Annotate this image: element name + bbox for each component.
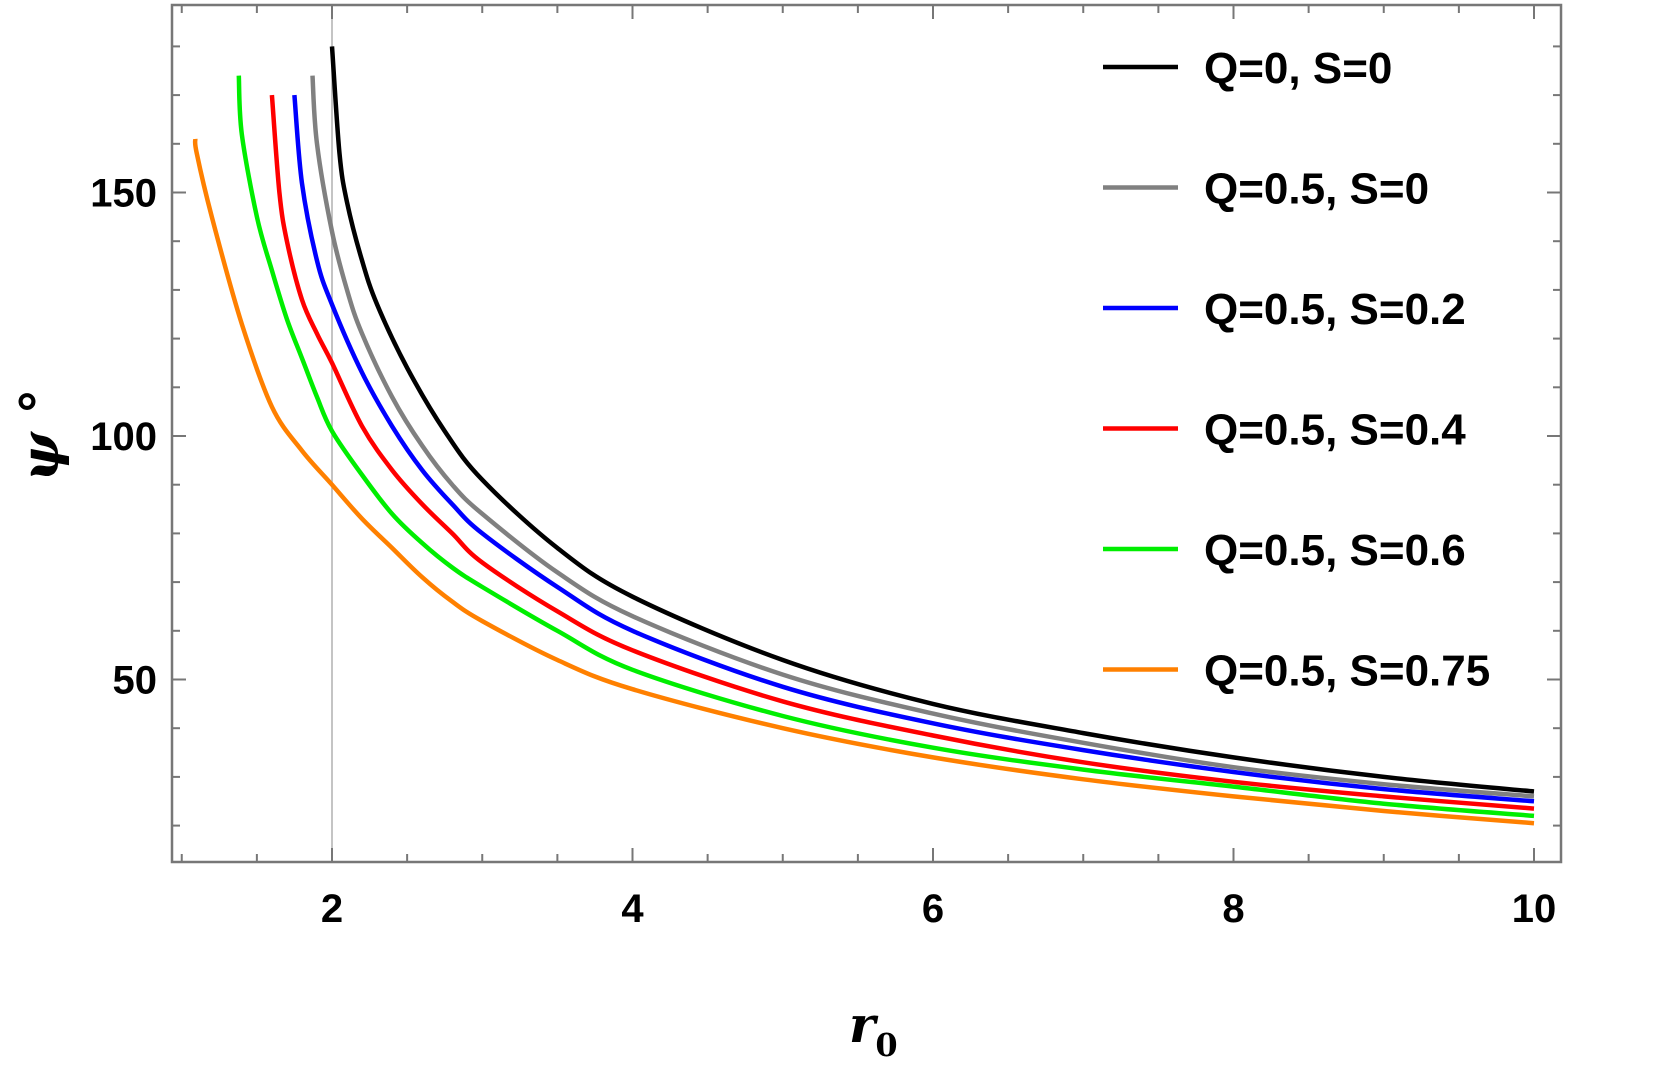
legend-label: Q=0.5, S=0.75 <box>1204 647 1490 696</box>
x-tick-label: 6 <box>922 887 944 931</box>
x-tick-label: 10 <box>1512 887 1557 931</box>
series-line-4 <box>236 75 1535 819</box>
legend-label: Q=0.5, S=0 <box>1204 165 1429 214</box>
legend-label: Q=0.5, S=0.6 <box>1204 526 1466 575</box>
legend: Q=0, S=0 Q=0.5, S=0 Q=0.5, S=0.2 Q=0.5, S=0… <box>1103 44 1490 696</box>
axis-ticks <box>172 5 1561 862</box>
y-tick-labels: 50 100 150 <box>90 172 157 703</box>
series-line-0 <box>329 46 1535 794</box>
legend-label: Q=0.5, S=0.2 <box>1204 285 1466 334</box>
x-tick-labels: 2 4 6 8 10 <box>321 887 1556 931</box>
x-axis-label-main: r <box>849 995 879 1054</box>
series-line-1 <box>310 75 1535 799</box>
x-tick-label: 4 <box>621 887 644 931</box>
y-tick-label: 50 <box>113 659 158 703</box>
series-lines <box>192 46 1535 826</box>
x-tick-label: 8 <box>1222 887 1244 931</box>
plot-frame <box>170 3 1563 864</box>
x-axis-label: r0 <box>849 995 898 1064</box>
x-tick-label: 2 <box>321 887 343 931</box>
series-line-5 <box>192 138 1535 826</box>
series-line-2 <box>292 94 1535 804</box>
y-tick-label: 150 <box>90 172 157 216</box>
legend-label: Q=0, S=0 <box>1204 44 1392 93</box>
x-axis-label-subscript: 0 <box>875 1026 897 1064</box>
y-tick-label: 100 <box>90 415 157 459</box>
legend-label: Q=0.5, S=0.4 <box>1204 406 1466 455</box>
y-axis-label: ψ ° <box>10 388 71 481</box>
series-line-3 <box>269 94 1535 811</box>
